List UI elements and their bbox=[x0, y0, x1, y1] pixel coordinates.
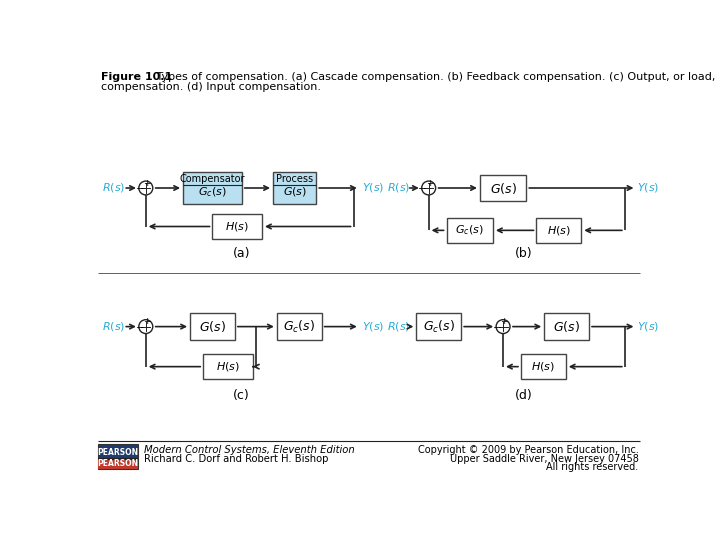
Text: PEARSON: PEARSON bbox=[97, 459, 138, 468]
Text: $G(s)$: $G(s)$ bbox=[553, 319, 580, 334]
Bar bbox=[480, 174, 526, 201]
Text: $H(s)$: $H(s)$ bbox=[216, 360, 240, 373]
Bar bbox=[521, 354, 566, 379]
Bar bbox=[212, 214, 262, 239]
Text: $G_c(s)$: $G_c(s)$ bbox=[283, 319, 315, 335]
Text: $G_c(s)$: $G_c(s)$ bbox=[423, 319, 455, 335]
Text: Modern Control Systems, Eleventh Edition: Modern Control Systems, Eleventh Edition bbox=[144, 445, 355, 455]
Text: −: − bbox=[492, 323, 502, 333]
Text: (a): (a) bbox=[233, 247, 250, 260]
Text: (d): (d) bbox=[515, 389, 533, 402]
Text: $R(s)$: $R(s)$ bbox=[102, 181, 125, 194]
Bar bbox=[203, 354, 253, 379]
Bar bbox=[183, 172, 242, 204]
Text: All rights reserved.: All rights reserved. bbox=[546, 462, 639, 472]
Text: Compensator: Compensator bbox=[180, 174, 246, 184]
Text: compensation. (d) Input compensation.: compensation. (d) Input compensation. bbox=[101, 82, 321, 92]
Text: Richard C. Dorf and Robert H. Bishop: Richard C. Dorf and Robert H. Bishop bbox=[144, 454, 328, 464]
Text: +: + bbox=[500, 317, 508, 326]
Text: (b): (b) bbox=[516, 247, 533, 260]
Text: $G_c(s)$: $G_c(s)$ bbox=[198, 185, 227, 199]
Text: $H(s)$: $H(s)$ bbox=[547, 224, 571, 237]
Text: $H(s)$: $H(s)$ bbox=[225, 220, 249, 233]
Text: $Y(s)$: $Y(s)$ bbox=[636, 320, 660, 333]
Bar bbox=[416, 313, 462, 340]
Bar bbox=[190, 313, 235, 340]
Text: $G(s)$: $G(s)$ bbox=[490, 180, 516, 195]
Text: Process: Process bbox=[276, 174, 313, 184]
Text: +: + bbox=[426, 179, 433, 187]
Text: Copyright © 2009 by Pearson Education, Inc.: Copyright © 2009 by Pearson Education, I… bbox=[418, 445, 639, 455]
Text: −: − bbox=[135, 184, 144, 194]
Text: $G(s)$: $G(s)$ bbox=[199, 319, 226, 334]
Bar bbox=[276, 313, 322, 340]
Text: $R(s)$: $R(s)$ bbox=[387, 181, 410, 194]
Bar bbox=[446, 218, 493, 242]
Text: Types of compensation. (a) Cascade compensation. (b) Feedback compensation. (c) : Types of compensation. (a) Cascade compe… bbox=[145, 72, 715, 83]
Text: $R(s)$: $R(s)$ bbox=[387, 320, 410, 333]
Text: $G_c(s)$: $G_c(s)$ bbox=[455, 224, 484, 237]
Text: $Y(s)$: $Y(s)$ bbox=[362, 181, 384, 194]
Text: Figure 10.1: Figure 10.1 bbox=[101, 72, 172, 83]
Text: $H(s)$: $H(s)$ bbox=[531, 360, 555, 373]
Text: −: − bbox=[418, 184, 427, 194]
Text: (c): (c) bbox=[233, 389, 250, 402]
Text: PEARSON: PEARSON bbox=[97, 448, 138, 457]
Text: +: + bbox=[143, 317, 150, 326]
Bar bbox=[536, 218, 581, 242]
Text: $G(s)$: $G(s)$ bbox=[282, 185, 307, 198]
Text: $Y(s)$: $Y(s)$ bbox=[636, 181, 660, 194]
Bar bbox=[273, 172, 316, 204]
Text: $R(s)$: $R(s)$ bbox=[102, 320, 125, 333]
Text: −: − bbox=[135, 323, 144, 333]
Bar bbox=[544, 313, 589, 340]
Text: $Y(s)$: $Y(s)$ bbox=[362, 320, 384, 333]
Bar bbox=[98, 444, 138, 469]
Bar bbox=[98, 459, 138, 469]
Text: +: + bbox=[143, 179, 150, 187]
Text: Upper Saddle River, New Jersey 07458: Upper Saddle River, New Jersey 07458 bbox=[450, 454, 639, 464]
